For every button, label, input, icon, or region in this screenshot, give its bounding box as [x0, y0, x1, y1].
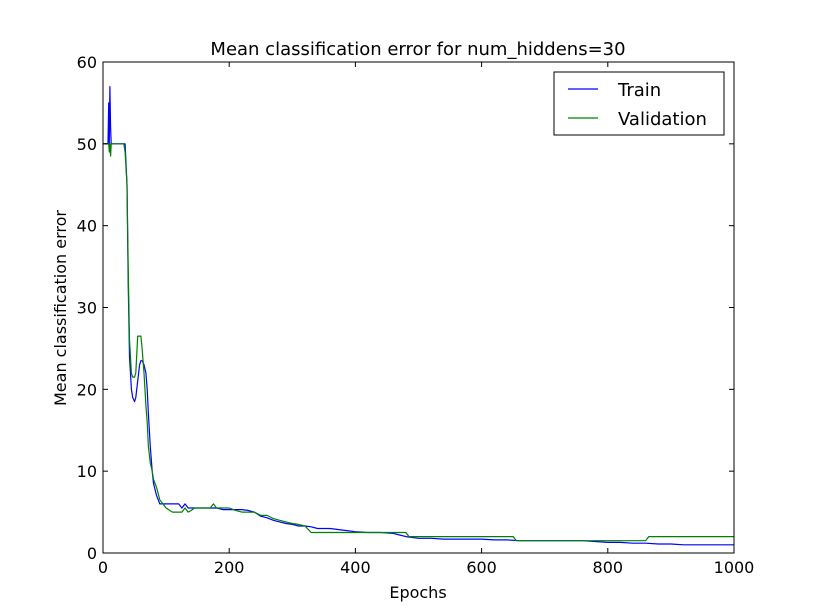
- x-tick-label: 600: [466, 558, 497, 577]
- y-axis-label: Mean classification error: [51, 210, 70, 406]
- x-tick-label: 800: [593, 558, 624, 577]
- x-tick-label: 200: [214, 558, 245, 577]
- x-tick-label: 1000: [714, 558, 755, 577]
- y-tick-label: 10: [77, 462, 97, 481]
- series-line-train: [103, 85, 734, 546]
- legend-label-validation: Validation: [618, 109, 707, 130]
- x-axis-label: Epochs: [389, 583, 446, 602]
- legend-label-train: Train: [617, 80, 661, 101]
- legend-box: [553, 71, 725, 136]
- y-tick-label: 40: [77, 217, 97, 236]
- series-line-validation: [103, 143, 734, 542]
- x-tick-label: 0: [98, 558, 108, 577]
- y-tick-label: 50: [77, 135, 97, 154]
- chart-title: Mean classification error for num_hidden…: [210, 39, 625, 60]
- x-tick-label: 400: [340, 558, 371, 577]
- plot-area: 0 200 400 600 800 1000 0 10 20 30 40 50 60 Train Valid…: [77, 53, 755, 577]
- y-tick-label: 60: [77, 53, 97, 72]
- y-tick-label: 0: [87, 544, 97, 563]
- y-tick-label: 30: [77, 299, 97, 318]
- y-tick-label: 20: [77, 380, 97, 399]
- plot-frame: [102, 61, 735, 554]
